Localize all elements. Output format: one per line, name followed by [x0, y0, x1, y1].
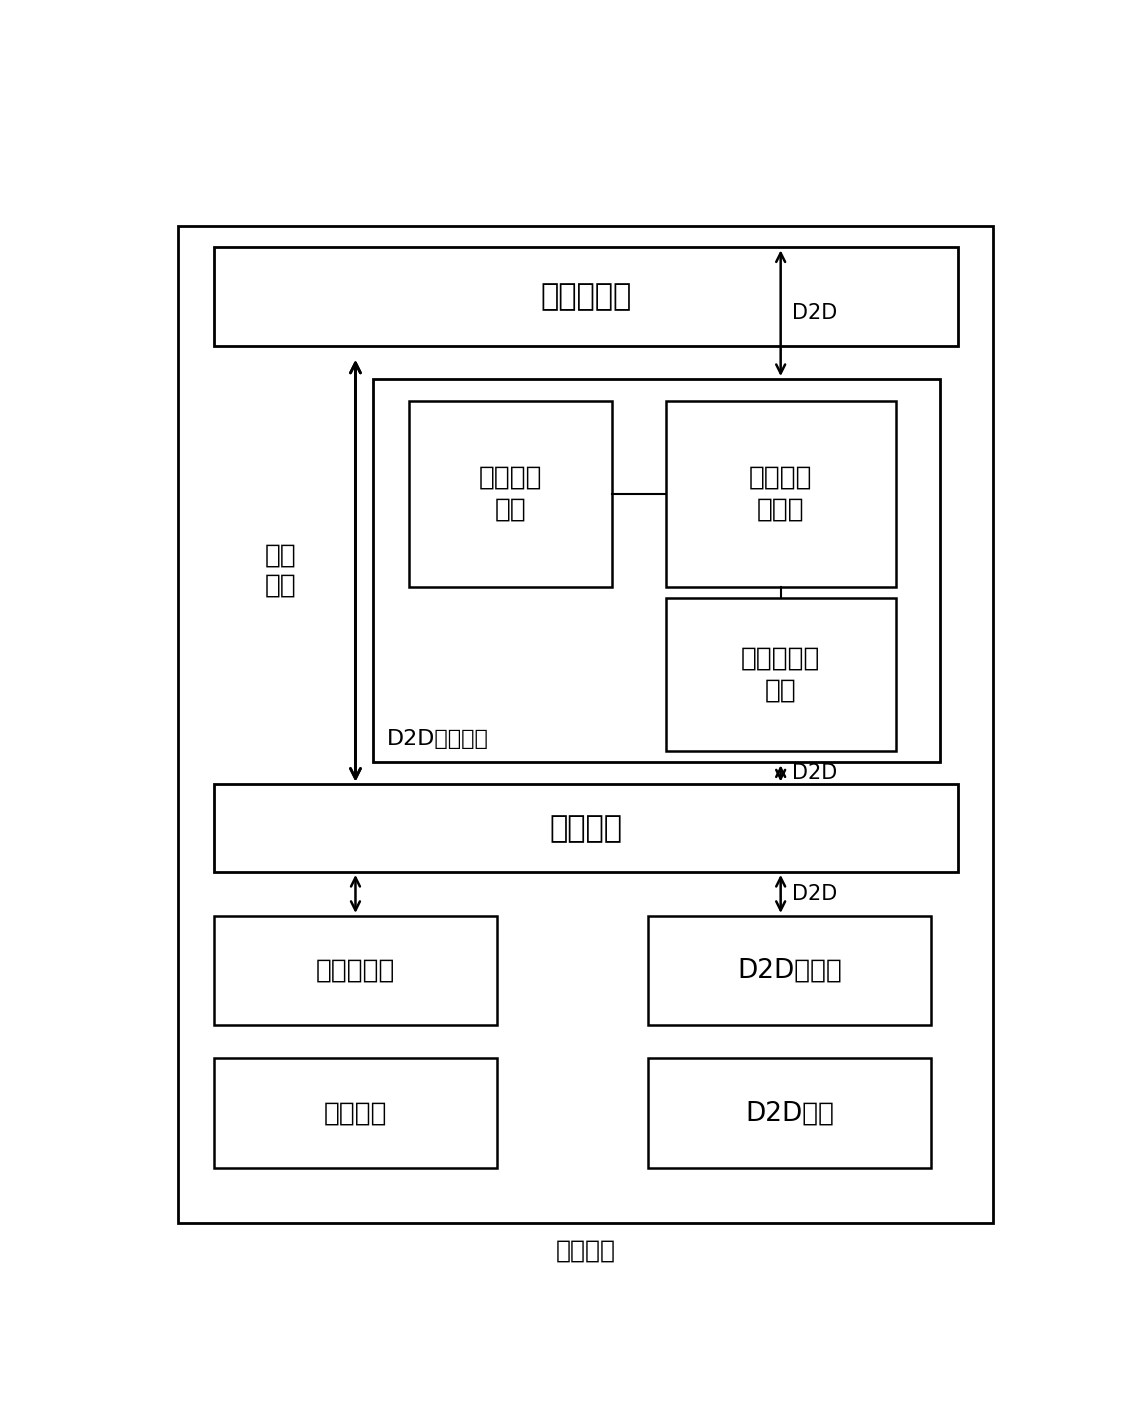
Text: 蜂窝
通道: 蜂窝 通道	[264, 542, 296, 599]
Text: D2D空口: D2D空口	[745, 1100, 834, 1126]
Text: 点到点通
信单元: 点到点通 信单元	[749, 465, 813, 524]
Text: D2D通信模块: D2D通信模块	[386, 730, 488, 750]
Bar	[373, 379, 941, 763]
Text: D2D: D2D	[792, 884, 838, 904]
Bar	[648, 1059, 932, 1168]
Bar	[665, 401, 896, 588]
Text: 公共缓存数
据库: 公共缓存数 据库	[741, 646, 821, 704]
Text: 蜂窝空口: 蜂窝空口	[323, 1100, 387, 1126]
Text: D2D: D2D	[792, 763, 838, 784]
Text: 各应用程序: 各应用程序	[541, 282, 631, 312]
Bar	[665, 598, 896, 751]
Text: 操作系统: 操作系统	[550, 814, 622, 842]
Text: 路由支持
单元: 路由支持 单元	[479, 465, 542, 524]
Bar	[409, 401, 613, 588]
Bar	[214, 784, 958, 872]
Text: D2D: D2D	[792, 303, 838, 323]
Text: 蜂窝驱动器: 蜂窝驱动器	[315, 958, 395, 983]
Text: D2D驱动器: D2D驱动器	[737, 958, 842, 983]
Bar	[214, 916, 497, 1026]
Bar	[648, 916, 932, 1026]
Bar	[214, 1059, 497, 1168]
Bar	[214, 248, 958, 346]
Text: 终端设备: 终端设备	[555, 1239, 616, 1264]
